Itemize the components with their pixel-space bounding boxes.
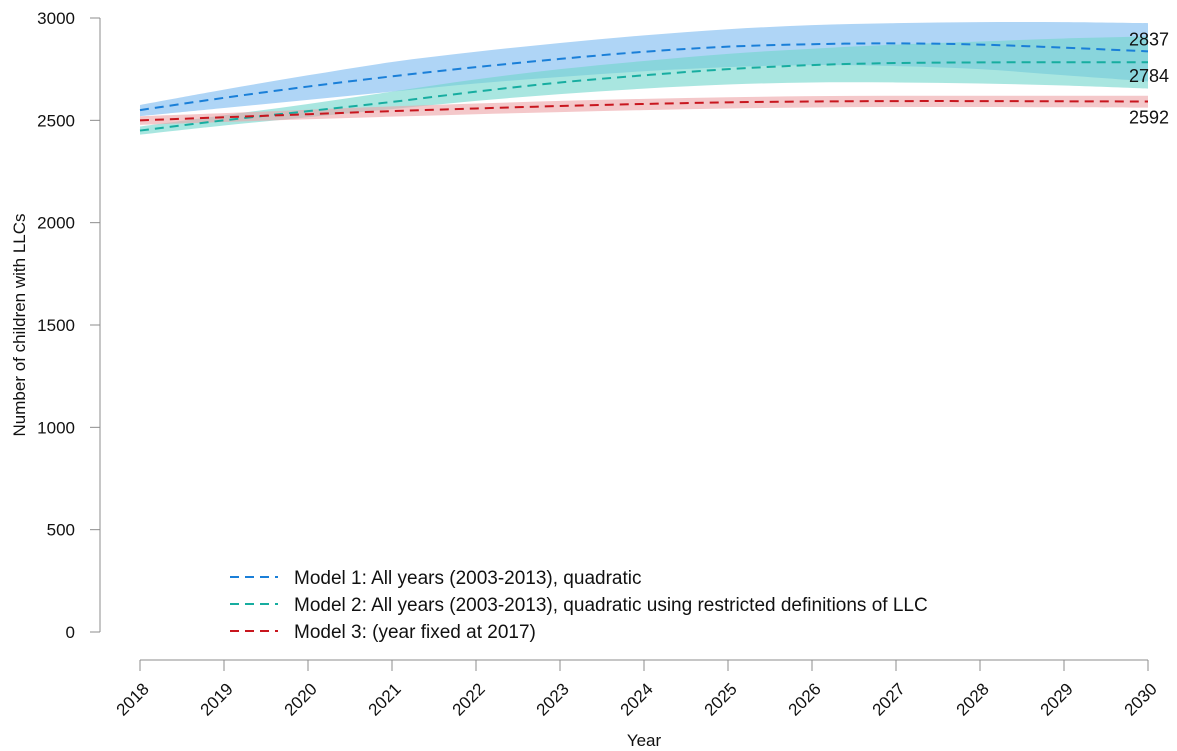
legend-label-series-1: Model 1: All years (2003-2013), quadrati… <box>294 568 641 589</box>
series-3-band <box>140 95 1148 125</box>
x-tick-label: 2022 <box>449 679 489 719</box>
series-2-band <box>140 36 1148 135</box>
x-axis-title: Year <box>627 731 662 750</box>
x-tick-label: 2023 <box>533 679 573 719</box>
x-tick-label: 2030 <box>1121 679 1161 719</box>
y-axis: 0 500 1000 1500 2000 2500 3000 <box>37 9 101 642</box>
x-tick-label: 2028 <box>953 679 993 719</box>
series-1-end-label: 2837 <box>1129 29 1169 49</box>
series-1-line <box>139 42 1149 112</box>
x-tick-label: 2025 <box>701 679 741 719</box>
y-tick-label: 3000 <box>37 9 75 28</box>
series-2-line <box>139 61 1149 132</box>
series-3-end-label: 2592 <box>1129 108 1169 128</box>
x-tick-label: 2018 <box>113 679 153 719</box>
confidence-bands <box>140 21 1148 135</box>
y-tick-label: 1500 <box>37 316 75 335</box>
y-tick-label: 500 <box>47 521 75 540</box>
y-tick-label: 0 <box>66 623 75 642</box>
x-tick-label: 2020 <box>281 679 321 719</box>
x-tick-label: 2019 <box>197 679 237 719</box>
y-tick-label: 2500 <box>37 111 75 130</box>
x-tick-label: 2021 <box>365 679 405 719</box>
x-axis: 2018 2019 2020 2021 2022 2023 2024 2025 2026 2027… <box>113 659 1161 720</box>
legend: Model 1: All years (2003-2013), quadrati… <box>230 568 928 643</box>
x-tick-label: 2024 <box>617 679 657 719</box>
y-axis-title: Number of children with LLCs <box>10 214 29 437</box>
y-tick-label: 2000 <box>37 214 75 233</box>
y-tick-label: 1000 <box>37 418 75 437</box>
end-value-labels: 2837 2784 2592 <box>1129 29 1169 127</box>
x-tick-label: 2029 <box>1037 679 1077 719</box>
x-tick-label: 2027 <box>869 679 909 719</box>
series-2-end-label: 2784 <box>1129 66 1169 86</box>
series-3-line <box>139 100 1149 122</box>
legend-label-series-2: Model 2: All years (2003-2013), quadrati… <box>294 595 928 616</box>
x-tick-label: 2026 <box>785 679 825 719</box>
legend-label-series-3: Model 3: (year fixed at 2017) <box>294 622 536 643</box>
series-lines <box>139 42 1149 132</box>
